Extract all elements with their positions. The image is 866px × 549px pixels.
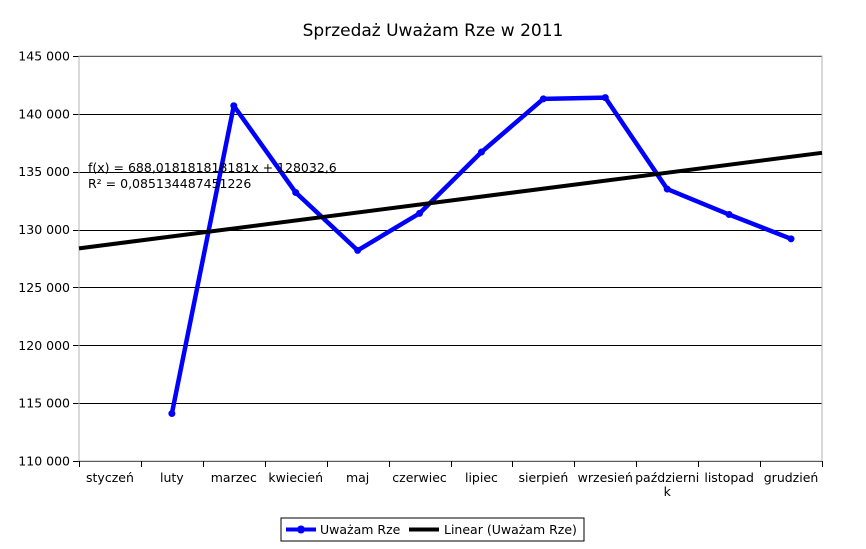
data-point bbox=[354, 246, 362, 254]
x-axis-tick-label: październi k bbox=[635, 470, 699, 499]
trendline-r-squared: R² = 0,085134487451226 bbox=[88, 176, 251, 191]
y-axis-tick-label: 140 000 bbox=[18, 106, 70, 121]
y-axis-tick-labels: 110 000 115 000 120 000 125 000 130 000 135 0… bbox=[18, 49, 70, 469]
x-axis-tick-label: listopad bbox=[704, 470, 754, 485]
data-point bbox=[292, 189, 300, 197]
x-axis-tick-label: czerwiec bbox=[392, 470, 447, 485]
x-axis-tick-label: sierpień bbox=[518, 470, 568, 485]
chart-title: Sprzedaż Uważam Rze w 2011 bbox=[303, 21, 564, 41]
data-point bbox=[230, 102, 238, 110]
y-axis-tick-label: 145 000 bbox=[18, 49, 70, 64]
x-axis-tick-label: maj bbox=[346, 470, 369, 485]
x-axis-tick-label: luty bbox=[160, 470, 184, 485]
x-axis-tick-label: grudzień bbox=[764, 470, 819, 485]
data-point bbox=[416, 209, 424, 217]
y-axis-tick-label: 125 000 bbox=[18, 280, 70, 295]
y-axis-tick-label: 135 000 bbox=[18, 164, 70, 179]
legend-series-marker bbox=[297, 525, 305, 534]
legend-series-label: Uważam Rze bbox=[320, 522, 401, 537]
plot-area-frame bbox=[78, 55, 823, 462]
x-axis-tick-label: kwiecień bbox=[268, 470, 323, 485]
data-point bbox=[601, 94, 609, 102]
x-axis-tick-label: marzec bbox=[211, 470, 257, 485]
x-axis-tick-label: styczeń bbox=[86, 470, 134, 485]
data-point bbox=[539, 95, 547, 103]
legend-trendline-label: Linear (Uważam Rze) bbox=[444, 522, 577, 537]
trendline-equation: f(x) = 688,018181818181x + 128032,6 bbox=[88, 160, 337, 175]
x-axis-tick-labels: styczeń luty marzec kwiecień maj czerwiec lipi… bbox=[86, 470, 818, 499]
data-point bbox=[168, 410, 176, 418]
series-uwazam-rze bbox=[168, 94, 795, 418]
x-axis-tick-label: wrzesień bbox=[578, 470, 633, 485]
y-axis-tick-label: 115 000 bbox=[18, 396, 70, 411]
y-axis-tick-label: 130 000 bbox=[18, 222, 70, 237]
trendline-linear bbox=[78, 150, 823, 251]
data-point bbox=[725, 211, 733, 219]
y-axis-tick-label: 110 000 bbox=[18, 454, 70, 469]
x-axis-tick-label: lipiec bbox=[465, 470, 498, 485]
trendline-line bbox=[78, 150, 823, 251]
data-point bbox=[787, 235, 795, 243]
y-axis-tick-label: 120 000 bbox=[18, 338, 70, 353]
data-point bbox=[477, 148, 485, 156]
legend: Uważam Rze Linear (Uważam Rze) bbox=[280, 517, 585, 542]
data-point bbox=[663, 185, 671, 193]
x-axis-tick-marks bbox=[79, 461, 823, 467]
